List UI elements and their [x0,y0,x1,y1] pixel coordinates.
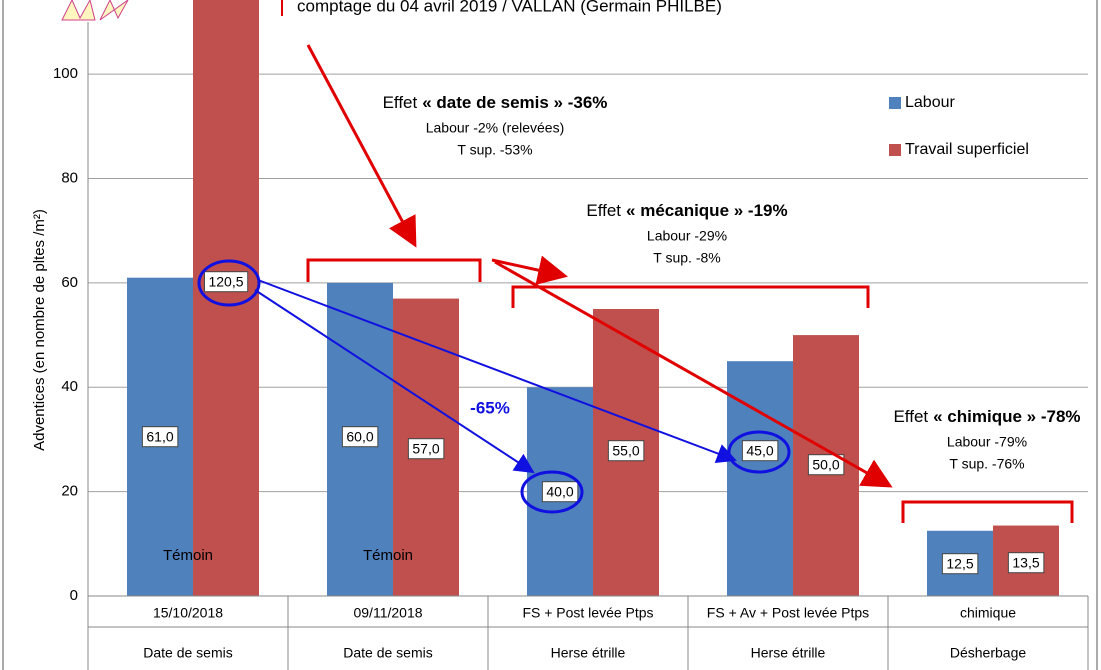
bracket [306,258,482,282]
effect-line: T sup. -8% [653,250,720,266]
value-label: 12,5 [946,556,973,572]
highlight: -65% [470,398,510,417]
x-tick-label: 15/10/2018 [153,605,223,621]
x-tick-label: chimique [960,605,1016,621]
y-tick-label: 40 [61,378,78,395]
arrow [254,289,535,474]
x-group-label: Désherbage [950,645,1026,661]
effect-lead: Effet [383,93,418,112]
legend-label: Labour [905,94,955,111]
arrow [491,255,568,285]
legend-swatch [889,97,901,109]
value-label: 60,0 [346,429,373,445]
effect-line: T sup. -53% [457,142,532,158]
x-tick-label: FS + Post levée Ptps [522,605,653,621]
value-label-box [1007,552,1045,574]
bar [193,0,259,596]
y-tick-label: 80 [61,170,78,187]
effect-title: Effet « date de semis » -36% [383,93,608,112]
value-label-box [341,426,379,448]
legend-swatch [889,144,901,156]
x-group-label: Date de semis [343,645,432,661]
effect-line: Labour -79% [947,434,1027,450]
effect-line: T sup. -76% [949,456,1024,472]
bar-note: Témoin [163,547,213,564]
value-label: 50,0 [812,457,839,473]
bracket [901,500,1074,523]
effect-emphasis: « mécanique » -19% [626,201,788,220]
y-axis-label: Adventices (en nombre de pltes /m²) [31,209,48,451]
effect-lead: Effet [893,407,928,426]
effect-lead: Effet [586,201,621,220]
effect-title: Effet « mécanique » -19% [586,201,787,220]
value-label-box [741,440,779,462]
value-label-box [407,438,445,460]
bar-note: Témoin [363,547,413,564]
bracket [511,285,870,308]
x-group-label: Date de semis [143,645,232,661]
bar [727,361,793,596]
value-label: 61,0 [146,429,173,445]
arrow [257,279,737,464]
value-label-box [607,440,645,462]
value-label-box [203,271,249,293]
circle [520,470,584,514]
chart-title: comptage du 04 avril 2019 / VALLAN (Germ… [297,0,722,15]
y-tick-label: 100 [53,65,78,82]
effect-title: Effet « chimique » -78% [893,407,1080,426]
value-label-box [541,481,579,503]
x-group-label: Herse étrille [751,645,826,661]
value-label: 45,0 [746,443,773,459]
value-label-box [807,454,845,476]
effect-line: Labour -2% (relevées) [426,120,565,136]
value-label-box [141,426,179,448]
value-label: 120,5 [208,274,243,290]
circle [197,259,261,307]
legend-label: Travail superficiel [905,141,1029,158]
value-label: 40,0 [546,484,573,500]
logo [61,0,129,21]
value-label: 13,5 [1012,555,1039,571]
effect-emphasis: « date de semis » -36% [422,93,607,112]
x-group-label: Herse étrille [551,645,626,661]
annotations [197,44,1074,523]
value-label: 55,0 [612,443,639,459]
x-tick-label: FS + Av + Post levée Ptps [707,605,869,621]
y-tick-label: 0 [70,587,78,604]
arrow [306,44,417,248]
value-label: 57,0 [412,441,439,457]
effect-emphasis: « chimique » -78% [933,407,1080,426]
y-tick-label: 60 [61,274,78,291]
effect-line: Labour -29% [647,228,727,244]
plot: 0 20 40 60 80 100 [53,0,1088,604]
y-tick-label: 20 [61,483,78,500]
x-tick-label: 09/11/2018 [353,605,422,621]
arrow [494,260,893,488]
value-label-box [941,553,979,575]
